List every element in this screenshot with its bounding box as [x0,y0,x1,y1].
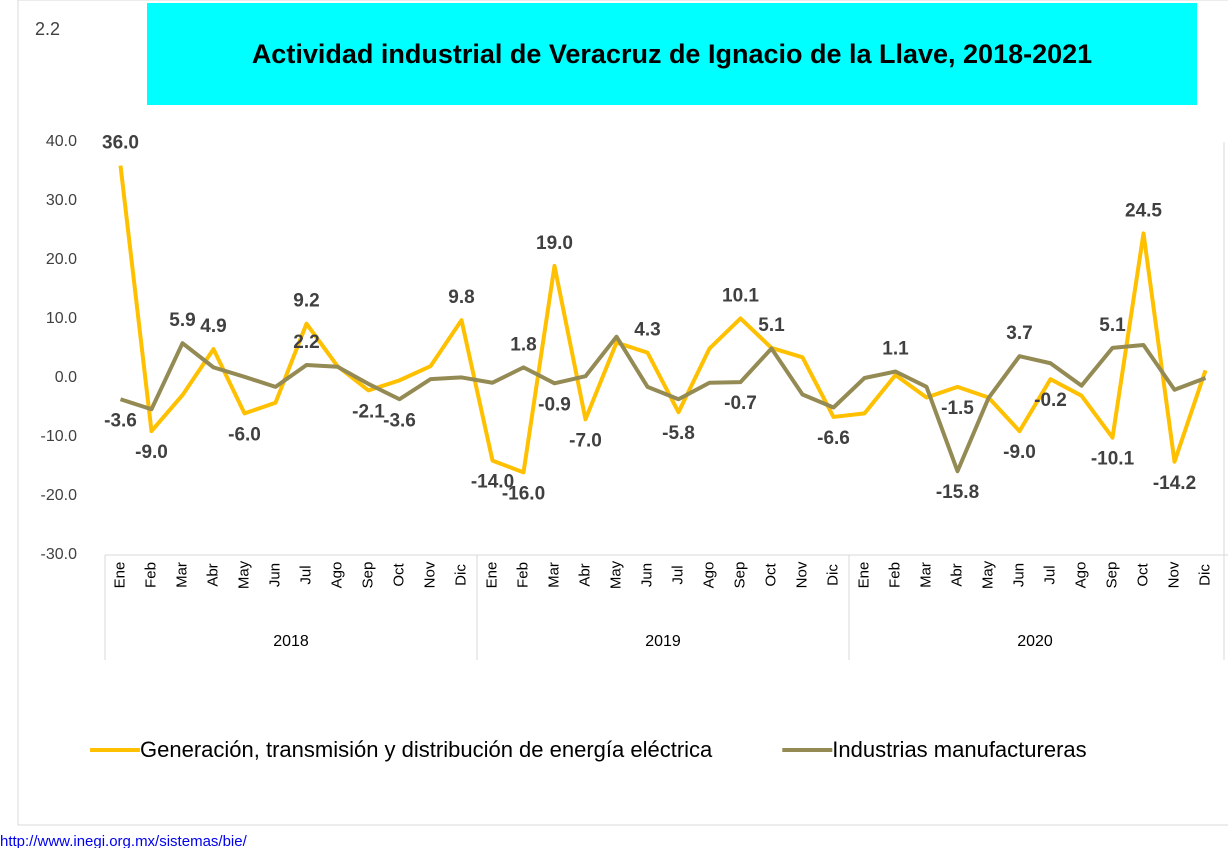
y-tick-label: -30.0 [41,546,78,563]
legend-label: Industrias manufactureras [832,737,1086,762]
y-tick-label: -20.0 [41,487,78,504]
x-tick-label: Jun [638,563,655,587]
x-tick-label: Ene [855,562,872,589]
x-tick-label: Nov [793,561,810,588]
x-tick-label: Nov [421,561,438,588]
x-tick-label: Jun [266,563,283,587]
x-tick-label: Oct [390,563,407,587]
data-label: -15.8 [936,482,979,503]
y-tick-label: 30.0 [46,192,77,209]
x-tick-label: Feb [886,562,903,588]
series-line [119,334,1207,474]
year-label: 2019 [645,633,681,650]
section-number: 2.2 [35,19,60,39]
data-label: 2.2 [293,332,319,353]
data-label: 5.9 [169,310,195,331]
x-tick-label: May [979,560,996,589]
x-tick-label: Mar [545,562,562,588]
x-tick-label: Dic [452,564,469,586]
data-label: 4.3 [634,320,660,341]
x-tick-label: May [607,560,624,589]
data-label: 24.5 [1125,200,1162,221]
data-label: -7.0 [569,430,602,451]
title-box [147,3,1197,105]
data-label: 1.8 [510,334,536,355]
data-label: 1.1 [882,339,909,360]
y-tick-label: 40.0 [46,133,77,150]
year-label: 2020 [1017,633,1053,650]
data-label: -3.6 [383,410,416,431]
data-label: -3.6 [104,410,137,431]
x-tick-label: Mar [173,562,190,588]
x-tick-label: Mar [917,562,934,588]
data-label: -0.2 [1034,390,1067,411]
y-tick-label: -10.0 [41,428,78,445]
x-tick-label: Abr [948,563,965,586]
data-label: -14.0 [471,472,514,493]
x-tick-label: Feb [514,562,531,588]
x-tick-label: Ago [1072,562,1089,589]
x-tick-label: May [235,560,252,589]
data-label: 4.9 [200,316,226,337]
data-label: -6.0 [228,424,261,445]
data-label: 36.0 [102,133,139,154]
data-label: -1.5 [941,398,974,419]
x-tick-label: Jun [1010,563,1027,587]
data-label: -0.7 [724,393,757,414]
y-tick-label: 10.0 [46,310,77,327]
x-tick-label: Ene [483,562,500,589]
y-tick-label: 20.0 [46,251,77,268]
x-tick-label: Ago [700,562,717,589]
series-line [118,165,1208,475]
y-tick-label: 0.0 [55,369,77,386]
x-tick-label: Abr [576,563,593,586]
data-label: 9.8 [448,287,474,308]
chart-title: Actividad industrial de Veracruz de Igna… [252,39,1092,69]
data-label: -6.6 [817,428,850,449]
data-label: -9.0 [1003,442,1036,463]
data-label: 3.7 [1006,323,1032,344]
data-label: 5.1 [1099,315,1126,336]
legend-label: Generación, transmisión y distribución d… [140,737,713,762]
x-tick-label: Sep [1103,562,1120,589]
data-label: -9.0 [135,442,168,463]
x-tick-label: Jul [669,565,686,584]
x-tick-label: Feb [142,562,159,588]
x-tick-label: Sep [731,562,748,589]
x-tick-label: Oct [762,563,779,587]
data-label: 5.1 [758,315,785,336]
x-tick-label: Abr [204,563,221,586]
data-label: -2.1 [352,401,385,422]
chart-frame [17,0,1228,826]
data-label: 9.2 [293,291,319,312]
data-label: -10.1 [1091,449,1135,470]
x-tick-label: Jul [297,565,314,584]
data-label: -5.8 [662,423,695,444]
x-tick-label: Nov [1165,561,1182,588]
x-tick-label: Jul [1041,565,1058,584]
data-label: 19.0 [536,233,573,254]
x-tick-label: Sep [359,562,376,589]
x-tick-label: Dic [824,564,841,586]
data-label: -16.0 [502,483,545,504]
data-label: -14.2 [1153,473,1196,494]
data-label: -0.9 [538,394,571,415]
x-tick-label: Ago [328,562,345,589]
source-link[interactable]: http://www.inegi.org.mx/sistemas/bie/ [0,833,248,848]
year-label: 2018 [273,633,309,650]
x-tick-label: Oct [1134,563,1151,587]
x-tick-label: Ene [111,562,128,589]
data-label: 10.1 [722,285,759,306]
x-tick-label: Dic [1196,564,1213,586]
